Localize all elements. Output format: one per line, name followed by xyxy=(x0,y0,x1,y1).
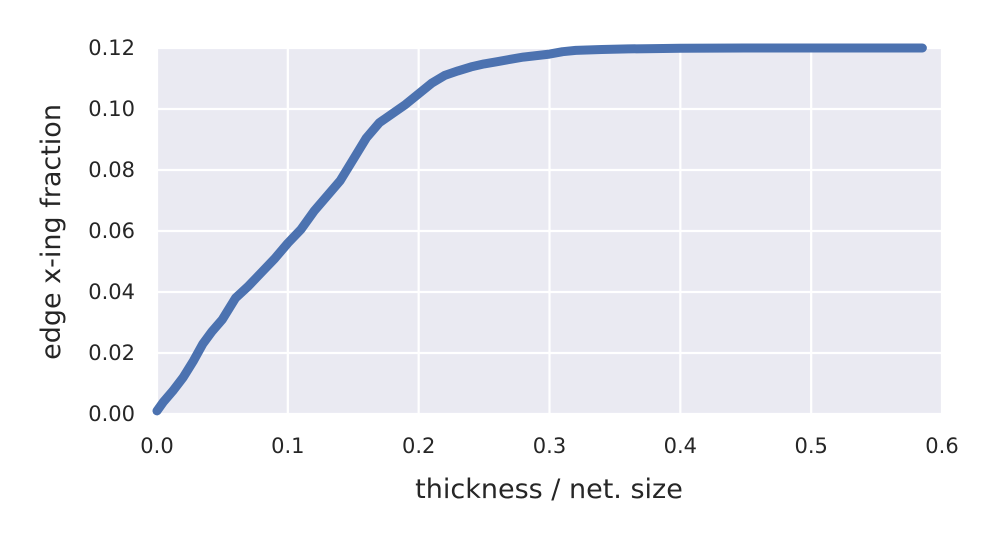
x-tick-label: 0.6 xyxy=(925,434,958,458)
series-group xyxy=(152,43,927,416)
x-tick-labels: 0.0 0.1 0.2 0.3 0.4 0.5 0.6 xyxy=(140,434,958,458)
y-tick-label: 0.00 xyxy=(88,402,135,426)
y-tick-label: 0.02 xyxy=(88,341,135,365)
x-tick-label: 0.4 xyxy=(664,434,697,458)
y-tick-label: 0.10 xyxy=(88,97,135,121)
y-tick-label: 0.04 xyxy=(88,280,135,304)
grid-lines xyxy=(155,46,944,416)
x-tick-label: 0.2 xyxy=(402,434,435,458)
x-tick-label: 0.0 xyxy=(140,434,173,458)
x-tick-label: 0.5 xyxy=(794,434,827,458)
y-tick-labels: 0.00 0.02 0.04 0.06 0.08 0.10 0.12 xyxy=(88,36,135,426)
x-axis-label: thickness / net. size xyxy=(415,474,683,505)
y-tick-label: 0.12 xyxy=(88,36,135,60)
x-tick-label: 0.1 xyxy=(271,434,304,458)
y-tick-label: 0.06 xyxy=(88,219,135,243)
x-tick-label: 0.3 xyxy=(533,434,566,458)
y-axis-label: edge x-ing fraction xyxy=(36,104,67,360)
series-line xyxy=(152,43,927,416)
y-tick-label: 0.08 xyxy=(88,158,135,182)
